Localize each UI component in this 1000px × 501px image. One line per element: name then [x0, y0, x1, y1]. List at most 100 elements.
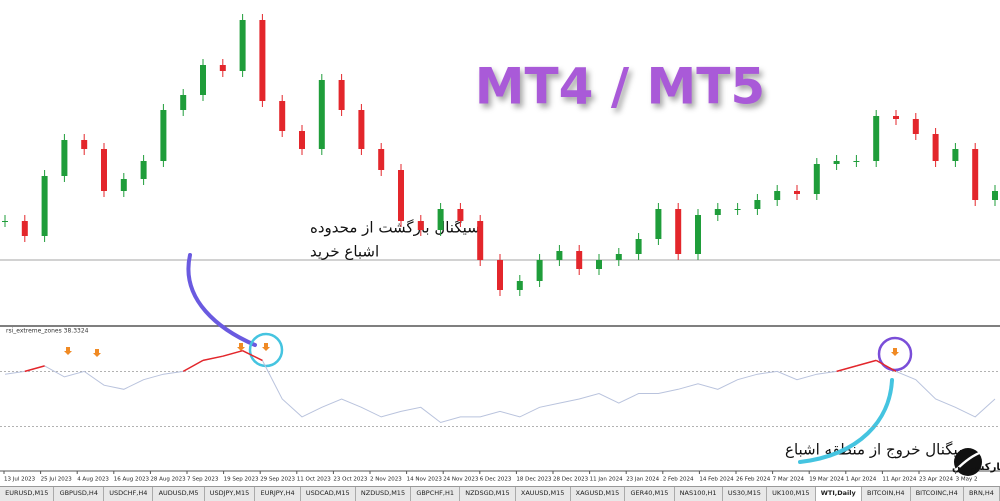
candle [497, 260, 503, 290]
x-tick-label: 18 Dec 2023 [516, 477, 552, 483]
x-tick-label: 23 Oct 2023 [333, 477, 368, 483]
candle [279, 101, 286, 131]
tab[interactable]: NAS100,H1 [675, 487, 723, 501]
candle [972, 149, 979, 200]
candle [437, 209, 444, 230]
candle [140, 161, 147, 179]
overbought-segment [182, 359, 204, 373]
candle [615, 254, 622, 260]
x-tick-label: 14 Feb 2024 [699, 477, 734, 483]
x-tick-label: 24 Nov 2023 [443, 477, 479, 483]
tab[interactable]: XAUUSD,M15 [516, 487, 571, 501]
x-tick-label: 2 Feb 2024 [663, 477, 694, 483]
candle [893, 116, 899, 119]
tab[interactable]: BITCOIN,H4 [862, 487, 911, 501]
tab[interactable]: BRN,H4 [964, 487, 1000, 501]
tab[interactable]: USDCHF,H4 [104, 487, 154, 501]
candle [833, 161, 840, 164]
candle [596, 260, 602, 269]
overbought-segment [222, 349, 243, 357]
overbought-segment [875, 359, 897, 373]
signal-arrow [891, 348, 899, 356]
candle [41, 176, 48, 236]
background [0, 0, 1000, 486]
x-tick-label: 19 Sep 2023 [224, 477, 259, 483]
arrow-curve [798, 378, 894, 464]
candle [101, 149, 107, 191]
candle [853, 161, 860, 162]
symbol-tabs: EURUSD,M15 GBPUSD,H4 USDCHF,H4 AUDUSD,M5 USD… [0, 486, 1000, 501]
candle [873, 116, 880, 161]
signal-arrow [262, 343, 270, 351]
candle [200, 65, 206, 95]
overbought-segment [856, 359, 877, 367]
candle [219, 65, 226, 71]
tab[interactable]: GER40,M15 [625, 487, 675, 501]
candle [754, 200, 761, 209]
x-tick-label: 29 Sep 2023 [260, 477, 295, 483]
signal-arrow [64, 347, 72, 355]
tab[interactable]: BITCOINC,H4 [911, 487, 964, 501]
x-tick-label: 23 Jan 2024 [626, 477, 659, 483]
candle [576, 251, 583, 269]
highlight-circle [248, 332, 284, 368]
candle [556, 251, 563, 260]
tab[interactable]: EURUSD,M15 [0, 487, 55, 501]
x-tick-label: 19 Mar 2024 [809, 477, 844, 483]
x-tick-label: 13 Jul 2023 [4, 477, 36, 483]
tab[interactable]: XAGUSD,M15 [571, 487, 626, 501]
overbought-segment [242, 350, 263, 362]
tab[interactable]: GBPUSD,H4 [54, 487, 105, 501]
overbought-segment [836, 365, 857, 373]
overbought-segment [202, 355, 223, 362]
candle [180, 95, 187, 110]
candle [417, 221, 424, 230]
candle [794, 191, 800, 194]
tab[interactable]: US30,M15 [723, 487, 768, 501]
logo-text: خانه فارکس من [952, 462, 1000, 473]
candle [2, 221, 8, 222]
annotation: سیگنال بازگشت از محدوده [310, 219, 480, 237]
x-tick-label: 4 Aug 2023 [77, 477, 109, 483]
tab[interactable]: GBPCHF,H1 [411, 487, 461, 501]
tab[interactable]: AUDUSD,M5 [153, 487, 205, 501]
candle [61, 140, 68, 176]
tab[interactable]: USDJPY,M15 [205, 487, 256, 501]
candle [912, 119, 919, 134]
x-tick-label: 2 Nov 2023 [370, 477, 402, 483]
tab[interactable]: UK100,M15 [767, 487, 816, 501]
tab[interactable]: USDCAD,M15 [301, 487, 356, 501]
candle [318, 80, 325, 149]
candle [239, 20, 246, 71]
tab[interactable]: NZDSGD,M15 [460, 487, 516, 501]
signal-arrow [237, 343, 245, 351]
candle [932, 134, 939, 161]
annotation: سیگنال خروج از منطقه اشباع [785, 441, 971, 460]
candle [952, 149, 959, 161]
indicator-line [4, 350, 996, 424]
candle [635, 239, 642, 254]
candle [992, 191, 998, 200]
candle [120, 179, 127, 191]
chart: rsi_extreme_zones 38.3324 MT4 / MT5 سیگن… [0, 0, 1000, 486]
tab[interactable]: EURJPY,H4 [255, 487, 301, 501]
logo: خانه فارکس من [952, 448, 1000, 476]
candle [695, 215, 701, 254]
candle [813, 164, 820, 194]
tab[interactable]: WTI,Daily [815, 487, 862, 501]
annotation: اشباع خرید [310, 243, 379, 261]
candle [734, 209, 741, 210]
candle [675, 209, 682, 254]
candle [774, 191, 781, 200]
candle [259, 20, 266, 101]
watermark: MT4 / MT5 [475, 58, 765, 116]
candle [378, 149, 385, 170]
signal-arrows [64, 343, 899, 357]
tab[interactable]: NZDUSD,M15 [356, 487, 412, 501]
x-tick-label: 3 May 2 [956, 477, 978, 483]
x-tick-label: 11 Oct 2023 [297, 477, 332, 483]
x-tick-label: 11 Jan 2024 [590, 477, 623, 483]
x-tick-label: 11 Apr 2024 [882, 477, 917, 483]
candle [516, 281, 523, 290]
